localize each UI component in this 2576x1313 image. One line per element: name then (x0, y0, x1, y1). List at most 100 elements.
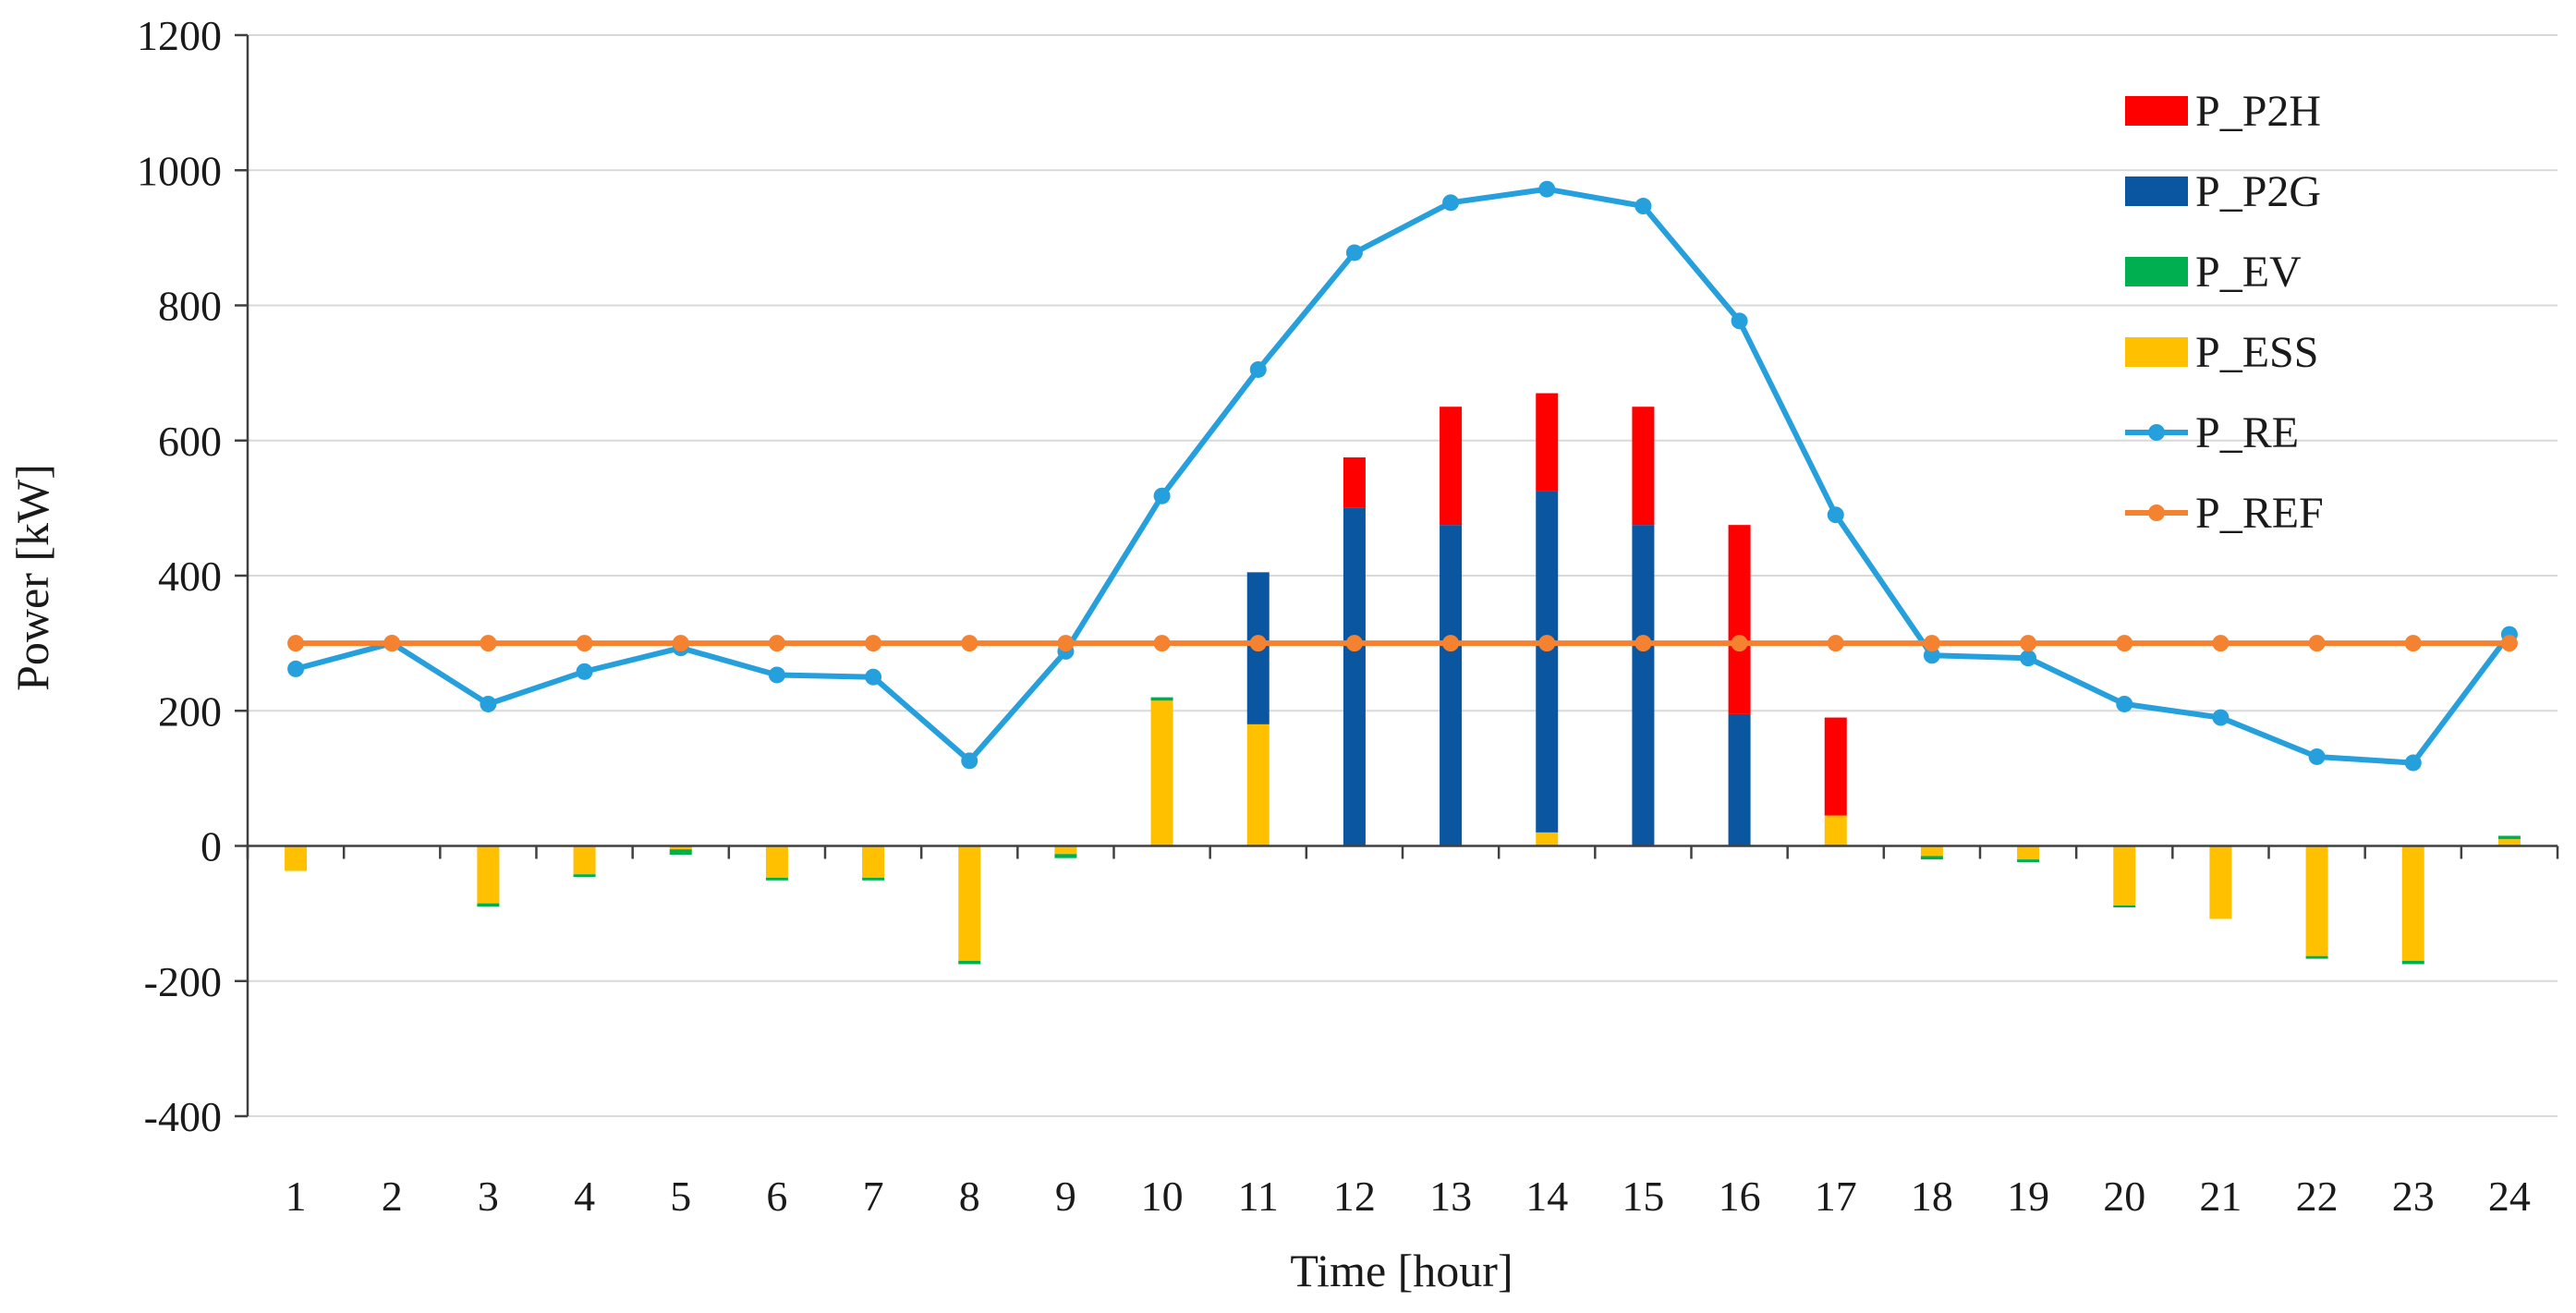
point-p-re-20 (2116, 695, 2133, 712)
y-tick-label: 800 (158, 283, 222, 330)
y-tick-label: -200 (144, 958, 222, 1005)
point-p-re-17 (1827, 506, 1844, 524)
legend-label-p-p2h: P_P2H (2195, 87, 2321, 136)
x-axis-title: Time [hour] (1290, 1245, 1513, 1296)
x-tick-label: 1 (286, 1173, 307, 1220)
legend-item-p-ev: P_EV (2125, 248, 2302, 297)
x-tick-label: 18 (1911, 1173, 1953, 1220)
x-tick-label: 19 (2007, 1173, 2049, 1220)
x-tick-label: 9 (1055, 1173, 1076, 1220)
bar-p-ess-8 (958, 845, 981, 961)
x-tick-label: 5 (670, 1173, 691, 1220)
point-p-re-16 (1731, 312, 1748, 330)
point-p-ref-16 (1731, 635, 1748, 652)
bar-p-ev-19 (2017, 859, 2040, 863)
y-tick-label: 200 (158, 687, 222, 735)
bar-p-ess-20 (2113, 845, 2136, 906)
x-tick-label: 24 (2488, 1173, 2531, 1220)
bar-p-p2h-17 (1824, 717, 1847, 816)
point-p-re-19 (2020, 650, 2037, 667)
bar-p-ess-6 (765, 845, 788, 878)
x-tick-labels: 1 2 3 4 5 6 7 8 9 10 11 12 13 14 15 16 17 18 19 20 21 22 23 24 (286, 1173, 2531, 1220)
point-p-re-10 (1153, 487, 1171, 505)
bar-p-ev-18 (1920, 856, 1943, 860)
bar-p-p2g-14 (1536, 491, 1559, 833)
point-p-ref-9 (1057, 635, 1075, 652)
bar-p-ess-21 (2209, 845, 2232, 919)
bar-p-ev-24 (2497, 835, 2521, 840)
point-p-re-3 (480, 695, 497, 712)
point-p-ref-20 (2116, 635, 2133, 652)
point-p-re-6 (768, 666, 785, 684)
point-p-ref-15 (1634, 635, 1652, 652)
axes (235, 33, 2559, 1118)
point-p-re-12 (1345, 244, 1363, 261)
bar-p-ev-7 (862, 877, 885, 881)
bar-p-ev-3 (477, 903, 500, 907)
point-p-ref-18 (1923, 635, 1940, 652)
legend-label-p-ref: P_REF (2195, 489, 2324, 538)
y-tick-label: 600 (158, 418, 222, 465)
legend-label-p-ess: P_ESS (2195, 328, 2318, 377)
point-p-ref-1 (287, 635, 305, 652)
y-tick-label: 400 (158, 553, 222, 600)
x-tick-label: 15 (1622, 1173, 1664, 1220)
point-p-ref-8 (961, 635, 978, 652)
bar-p-p2g-15 (1632, 525, 1655, 846)
line-series (287, 180, 2518, 772)
x-tick-label: 14 (1525, 1173, 1568, 1220)
bar-p-ess-5 (669, 845, 692, 850)
bar-p-ess-22 (2305, 845, 2328, 956)
y-tick-label: 1000 (137, 147, 222, 194)
bar-p-p2g-16 (1728, 713, 1751, 846)
point-p-ref-17 (1827, 635, 1844, 652)
point-p-re-21 (2212, 709, 2230, 726)
x-tick-label: 16 (1719, 1173, 1761, 1220)
bar-p-ess-4 (573, 845, 596, 875)
bar-p-ev-10 (1150, 697, 1173, 701)
point-p-ref-19 (2020, 635, 2037, 652)
x-tick-label: 12 (1333, 1173, 1376, 1220)
point-p-ref-11 (1249, 635, 1267, 652)
point-p-ref-24 (2500, 635, 2518, 652)
x-tick-label: 6 (766, 1173, 787, 1220)
point-p-re-4 (576, 663, 593, 680)
bar-p-ess-17 (1824, 815, 1847, 846)
point-p-re-18 (1923, 647, 1940, 664)
bar-p-p2h-14 (1536, 393, 1559, 492)
x-tick-label: 21 (2199, 1173, 2242, 1220)
bar-p-p2h-15 (1632, 407, 1655, 526)
bar-series (285, 393, 2521, 965)
bar-p-ess-7 (862, 845, 885, 878)
bar-p-ev-23 (2401, 960, 2424, 965)
point-p-ref-23 (2404, 635, 2422, 652)
point-p-re-13 (1442, 194, 1460, 212)
x-tick-label: 10 (1141, 1173, 1184, 1220)
point-p-re-22 (2308, 748, 2326, 765)
x-tick-label: 22 (2296, 1173, 2339, 1220)
bar-p-p2g-13 (1440, 525, 1463, 846)
y-tick-label: -400 (144, 1093, 222, 1140)
x-tick-label: 2 (382, 1173, 403, 1220)
x-tick-label: 13 (1429, 1173, 1472, 1220)
point-p-re-23 (2404, 754, 2422, 772)
x-tick-label: 23 (2392, 1173, 2435, 1220)
x-tick-label: 4 (574, 1173, 595, 1220)
legend-item-p-ref: P_REF (2125, 489, 2324, 538)
point-p-re-11 (1249, 360, 1267, 378)
bar-p-ev-9 (1054, 854, 1077, 858)
bar-p-ess-18 (1920, 845, 1943, 857)
bar-p-ev-8 (958, 960, 981, 965)
legend-label-p-ev: P_EV (2195, 248, 2302, 297)
x-tick-label: 17 (1815, 1173, 1857, 1220)
y-tick-label: 0 (200, 823, 222, 870)
point-p-ref-10 (1153, 635, 1171, 652)
bar-p-ess-3 (477, 845, 500, 904)
bar-p-ess-24 (2497, 839, 2521, 846)
point-p-re-7 (865, 668, 882, 686)
legend-swatch-p-p2h (2125, 96, 2188, 126)
point-p-ref-4 (576, 635, 593, 652)
point-p-re-8 (961, 752, 978, 770)
legend-swatch-p-ev (2125, 257, 2188, 286)
x-tick-label: 8 (959, 1173, 980, 1220)
